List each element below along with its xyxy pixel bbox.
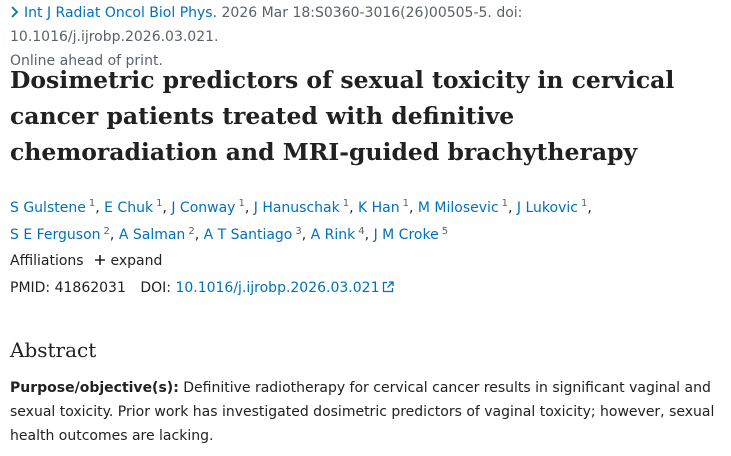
abstract-heading: Abstract xyxy=(10,338,97,362)
journal[interactable]: Int J Radiat Oncol Biol Phys. xyxy=(24,5,218,21)
author: E Chuk 1, xyxy=(104,198,167,216)
chevron-icon xyxy=(11,6,19,18)
author-name[interactable]: A Rink xyxy=(310,227,356,244)
author-name[interactable]: J Hanuschak xyxy=(253,199,340,216)
expand-toggle[interactable]: expand xyxy=(94,253,162,269)
author-name[interactable]: E Chuk xyxy=(104,199,154,216)
affiliation-number[interactable]: 1 xyxy=(238,198,245,209)
affiliation-number[interactable]: 2 xyxy=(103,225,110,237)
author-list: S Gulstene 1, E Chuk 1, J Conway 1, J Hanus… xyxy=(10,192,670,247)
author-separator: , xyxy=(109,227,115,244)
abstract-paragraph: Purpose/objective(s): Definitive radioth… xyxy=(10,376,715,448)
author: S E Ferguson 2, xyxy=(10,225,115,244)
affiliation-number[interactable]: 1 xyxy=(580,198,588,209)
author: A Salman 2, xyxy=(118,225,200,244)
author-name[interactable]: J Lukovic xyxy=(516,199,578,216)
citation: Int J Radiat Oncol Biol Phys. 2026 Mar 1… xyxy=(10,1,725,73)
publication-status: Online ahead of print. xyxy=(10,53,163,69)
affiliation-number[interactable]: 1 xyxy=(342,198,350,209)
affiliation-number[interactable]: 2 xyxy=(188,225,195,237)
author-separator: , xyxy=(244,199,250,216)
author: S Gulstene 1, xyxy=(10,198,100,216)
affiliation-number[interactable]: 1 xyxy=(402,198,409,209)
author-separator: , xyxy=(508,199,513,216)
author: J Hanuschak 1, xyxy=(253,198,354,216)
citation-details: 2026 Mar 18:S0360-3016(26)00505-5. doi: … xyxy=(10,5,523,45)
affiliation-number[interactable]: 4 xyxy=(358,225,365,237)
pmid-label: PMID: xyxy=(10,280,51,296)
identifiers: PMID: 41862031 DOI: 10.1016/j.ijrobp.202… xyxy=(10,280,395,296)
author: J Lukovic 1, xyxy=(516,198,592,216)
abstract-text: Definitive radiotherapy for cervical can… xyxy=(10,380,715,444)
author-separator: , xyxy=(162,199,167,216)
author: J M Croke 5 xyxy=(373,225,449,244)
author-separator: , xyxy=(194,227,200,244)
author-separator: , xyxy=(587,199,592,216)
author-name[interactable]: J M Croke xyxy=(373,227,439,244)
external-link-icon xyxy=(383,281,395,293)
doi-link[interactable]: 10.1016/j.ijrobp.2026.03.021 xyxy=(175,280,395,296)
affiliations-label: Affiliations xyxy=(10,253,84,269)
author-name[interactable]: S Gulstene xyxy=(10,199,86,216)
abstract-label: Purpose/objective(s): xyxy=(10,380,179,396)
journal-link[interactable]: Int J Radiat Oncol Biol Phys. xyxy=(10,5,217,21)
author-separator: , xyxy=(301,227,307,244)
article-title: Dosimetric predictors of sexual toxicity… xyxy=(10,66,675,166)
author: K Han 1, xyxy=(358,198,414,216)
author-name[interactable]: A Salman xyxy=(118,227,186,244)
plus-icon xyxy=(95,255,106,265)
author-separator: , xyxy=(95,199,100,216)
author-name[interactable]: A T Santiago xyxy=(203,227,293,244)
author-separator: , xyxy=(364,227,370,244)
affiliation-number[interactable]: 1 xyxy=(156,198,163,209)
author: M Milosevic 1, xyxy=(417,198,513,216)
author: A T Santiago 3, xyxy=(203,225,307,244)
author-separator: , xyxy=(349,199,354,216)
author: A Rink 4, xyxy=(310,225,370,244)
doi[interactable]: 10.1016/j.ijrobp.2026.03.021 xyxy=(175,280,380,296)
affiliations: Affiliations expand xyxy=(10,253,162,269)
affiliation-number[interactable]: 1 xyxy=(501,198,509,209)
affiliation-number[interactable]: 1 xyxy=(88,198,96,209)
affiliation-number[interactable]: 5 xyxy=(441,225,449,237)
doi-label: DOI: xyxy=(140,280,171,296)
author-name[interactable]: J Conway xyxy=(171,199,236,216)
author-name[interactable]: K Han xyxy=(358,199,400,216)
expand-label[interactable]: expand xyxy=(110,253,163,269)
author-separator: , xyxy=(409,199,414,216)
affiliation-number[interactable]: 3 xyxy=(295,225,302,237)
author: J Conway 1, xyxy=(171,198,250,216)
pmid: 41862031 xyxy=(54,280,126,296)
author-name[interactable]: M Milosevic xyxy=(417,199,499,216)
author-name[interactable]: S E Ferguson xyxy=(10,227,101,244)
